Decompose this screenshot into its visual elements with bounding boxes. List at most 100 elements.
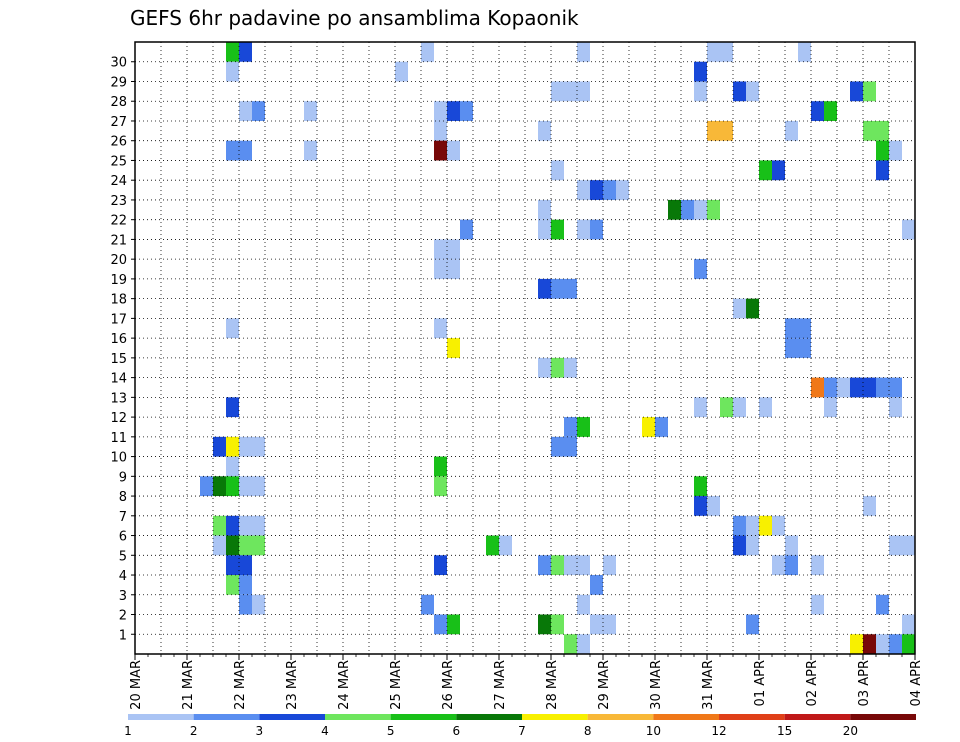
heatmap-cell bbox=[239, 436, 252, 457]
y-tick-label: 14 bbox=[110, 372, 127, 387]
heatmap-cell bbox=[304, 101, 317, 121]
heatmap-cell bbox=[876, 160, 889, 181]
x-tick-label: 31 MAR bbox=[701, 660, 716, 710]
y-tick-label: 2 bbox=[119, 609, 127, 624]
colorbar-label: 12 bbox=[711, 724, 726, 738]
y-tick-label: 7 bbox=[119, 510, 127, 525]
heatmap-cell bbox=[434, 120, 447, 141]
heatmap-cell bbox=[681, 199, 694, 220]
heatmap-cell bbox=[460, 219, 473, 240]
heatmap-cell bbox=[395, 61, 408, 82]
y-tick-label: 24 bbox=[110, 174, 127, 189]
heatmap-cell bbox=[564, 278, 577, 299]
colorbar-segment bbox=[784, 714, 851, 720]
heatmap-cell bbox=[785, 555, 798, 576]
heatmap-cell bbox=[694, 259, 707, 279]
heatmap-cell bbox=[239, 535, 252, 556]
heatmap-cell bbox=[603, 614, 616, 635]
heatmap-cell bbox=[447, 614, 460, 635]
heatmap-cell bbox=[551, 614, 564, 635]
heatmap-cell bbox=[577, 219, 590, 240]
heatmap-cell bbox=[694, 199, 707, 220]
heatmap-cell bbox=[239, 594, 252, 615]
heatmap-cell bbox=[603, 180, 616, 200]
heatmap-cell bbox=[863, 120, 876, 141]
heatmap-cell bbox=[577, 81, 590, 102]
y-tick-label: 1 bbox=[119, 628, 127, 643]
heatmap-cell bbox=[902, 634, 915, 654]
heatmap-cell bbox=[733, 81, 746, 102]
colorbar-label: 2 bbox=[190, 724, 198, 738]
heatmap-cell bbox=[252, 101, 265, 121]
heatmap-cell bbox=[564, 436, 577, 457]
heatmap-cell bbox=[772, 160, 785, 181]
y-tick-label: 5 bbox=[119, 549, 127, 564]
heatmap-cell bbox=[759, 160, 772, 181]
heatmap-cell bbox=[226, 456, 239, 477]
heatmap-cell bbox=[226, 535, 239, 556]
heatmap-cell bbox=[889, 377, 902, 398]
y-tick-label: 29 bbox=[110, 75, 127, 90]
heatmap-cell bbox=[252, 594, 265, 615]
heatmap-cell bbox=[837, 377, 850, 398]
heatmap-cell bbox=[824, 397, 837, 418]
colorbar-label: 10 bbox=[646, 724, 661, 738]
x-tick-label: 02 APR bbox=[805, 660, 820, 706]
heatmap-cell bbox=[447, 259, 460, 279]
heatmap-cell bbox=[538, 199, 551, 220]
heatmap-cell bbox=[226, 476, 239, 497]
colorbar-segment bbox=[456, 714, 522, 720]
heatmap-cell bbox=[707, 199, 720, 220]
heatmap-cell bbox=[486, 535, 499, 556]
heatmap-cell bbox=[876, 120, 889, 141]
x-tick-label: 21 MAR bbox=[181, 660, 196, 710]
heatmap-cell bbox=[811, 555, 824, 576]
heatmap-cell bbox=[239, 515, 252, 536]
heatmap-cell bbox=[226, 436, 239, 457]
x-tick-label: 22 MAR bbox=[233, 660, 248, 710]
heatmap-cell bbox=[863, 377, 876, 398]
x-tick-label: 01 APR bbox=[753, 660, 768, 706]
heatmap-cell bbox=[564, 555, 577, 576]
heatmap-cell bbox=[226, 575, 239, 595]
heatmap-cell bbox=[694, 397, 707, 418]
heatmap-cell bbox=[759, 515, 772, 536]
heatmap-cell bbox=[434, 318, 447, 339]
heatmap-cell bbox=[434, 555, 447, 576]
y-tick-label: 13 bbox=[110, 391, 127, 406]
heatmap-cell bbox=[239, 42, 252, 62]
heatmap-cell bbox=[707, 496, 720, 516]
heatmap-cell bbox=[434, 259, 447, 279]
colorbar-label: 5 bbox=[387, 724, 395, 738]
heatmap-cell bbox=[577, 180, 590, 200]
heatmap-cell bbox=[538, 219, 551, 240]
heatmap-cell bbox=[603, 555, 616, 576]
heatmap-cell bbox=[746, 515, 759, 536]
heatmap-cell bbox=[889, 535, 902, 556]
x-tick-label: 26 MAR bbox=[441, 660, 456, 710]
y-tick-label: 22 bbox=[110, 214, 127, 229]
heatmap-cell bbox=[447, 140, 460, 161]
heatmap-cell bbox=[850, 81, 863, 102]
heatmap-cell bbox=[811, 594, 824, 615]
heatmap-cell bbox=[564, 417, 577, 437]
heatmap-cell bbox=[733, 397, 746, 418]
heatmap-cell bbox=[499, 535, 512, 556]
x-tick-label: 23 MAR bbox=[285, 660, 300, 710]
heatmap-cell bbox=[577, 417, 590, 437]
y-tick-label: 27 bbox=[110, 115, 127, 130]
heatmap-cell bbox=[226, 42, 239, 62]
heatmap-cell bbox=[733, 298, 746, 319]
colorbar-segment bbox=[128, 714, 194, 720]
heatmap-cell bbox=[421, 42, 434, 62]
heatmap-cell bbox=[434, 101, 447, 121]
heatmap-cell bbox=[577, 594, 590, 615]
heatmap-cell bbox=[746, 535, 759, 556]
colorbar-label: 6 bbox=[453, 724, 461, 738]
heatmap-cell bbox=[772, 555, 785, 576]
heatmap-cell bbox=[798, 338, 811, 358]
heatmap-cell bbox=[746, 81, 759, 102]
y-tick-label: 18 bbox=[110, 293, 127, 308]
heatmap-cell bbox=[460, 101, 473, 121]
